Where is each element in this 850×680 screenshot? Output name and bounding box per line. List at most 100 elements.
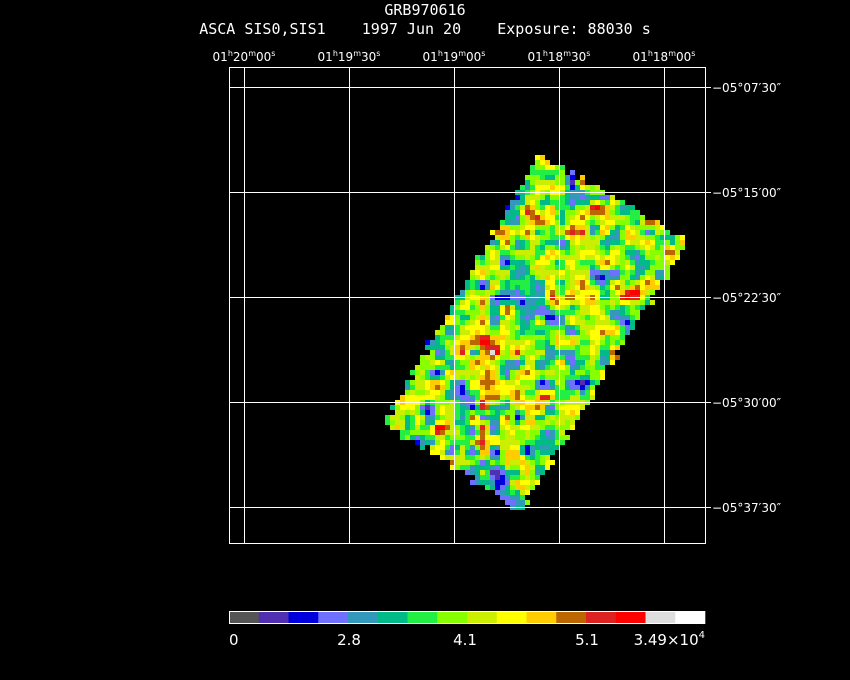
image-pixel bbox=[400, 435, 405, 440]
image-pixel bbox=[450, 390, 455, 395]
image-pixel bbox=[485, 480, 490, 485]
image-pixel bbox=[465, 440, 470, 445]
image-pixel bbox=[560, 390, 565, 395]
image-pixel bbox=[525, 445, 530, 450]
image-pixel bbox=[540, 205, 545, 210]
image-pixel bbox=[560, 330, 565, 335]
image-pixel bbox=[500, 320, 505, 325]
image-pixel bbox=[600, 365, 605, 370]
image-pixel bbox=[585, 205, 590, 210]
chart-subtitle: ASCA SIS0,SIS1 1997 Jun 20 Exposure: 880… bbox=[0, 20, 850, 38]
image-pixel bbox=[435, 405, 440, 410]
image-pixel bbox=[480, 265, 485, 270]
image-pixel bbox=[640, 230, 645, 235]
image-pixel bbox=[485, 330, 490, 335]
image-pixel bbox=[510, 220, 515, 225]
image-pixel bbox=[615, 325, 620, 330]
image-pixel bbox=[650, 290, 655, 295]
image-pixel bbox=[590, 320, 595, 325]
image-pixel bbox=[675, 255, 680, 260]
image-pixel bbox=[600, 315, 605, 320]
image-pixel bbox=[475, 325, 480, 330]
image-pixel bbox=[495, 355, 500, 360]
image-pixel bbox=[450, 365, 455, 370]
image-pixel bbox=[605, 330, 610, 335]
image-pixel bbox=[600, 240, 605, 245]
image-pixel bbox=[640, 255, 645, 260]
image-pixel bbox=[475, 405, 480, 410]
image-pixel bbox=[510, 495, 515, 500]
image-pixel bbox=[535, 450, 540, 455]
image-pixel bbox=[510, 350, 515, 355]
image-pixel bbox=[505, 395, 510, 400]
image-pixel bbox=[570, 410, 575, 415]
image-pixel bbox=[550, 335, 555, 340]
image-pixel bbox=[630, 315, 635, 320]
image-pixel bbox=[615, 205, 620, 210]
image-pixel bbox=[470, 320, 475, 325]
image-pixel bbox=[560, 280, 565, 285]
image-pixel bbox=[460, 290, 465, 295]
image-pixel bbox=[620, 330, 625, 335]
image-pixel bbox=[430, 420, 435, 425]
image-pixel bbox=[560, 260, 565, 265]
image-pixel bbox=[625, 310, 630, 315]
image-pixel bbox=[505, 255, 510, 260]
image-pixel bbox=[505, 285, 510, 290]
image-pixel bbox=[655, 225, 660, 230]
image-pixel bbox=[420, 355, 425, 360]
image-pixel bbox=[440, 420, 445, 425]
image-pixel bbox=[595, 260, 600, 265]
image-pixel bbox=[495, 455, 500, 460]
image-pixel bbox=[415, 435, 420, 440]
image-pixel bbox=[575, 345, 580, 350]
image-pixel bbox=[470, 300, 475, 305]
image-pixel bbox=[460, 310, 465, 315]
image-pixel bbox=[450, 345, 455, 350]
image-pixel bbox=[590, 195, 595, 200]
image-pixel bbox=[540, 395, 545, 400]
image-pixel bbox=[655, 260, 660, 265]
image-pixel bbox=[625, 245, 630, 250]
image-pixel bbox=[490, 360, 495, 365]
image-pixel bbox=[520, 415, 525, 420]
image-pixel bbox=[550, 390, 555, 395]
image-pixel bbox=[535, 415, 540, 420]
image-pixel bbox=[445, 430, 450, 435]
image-pixel bbox=[600, 335, 605, 340]
image-pixel bbox=[490, 285, 495, 290]
image-pixel bbox=[590, 360, 595, 365]
image-pixel bbox=[500, 475, 505, 480]
image-pixel bbox=[570, 360, 575, 365]
image-pixel bbox=[520, 485, 525, 490]
image-pixel bbox=[465, 305, 470, 310]
image-pixel bbox=[540, 285, 545, 290]
image-pixel bbox=[590, 210, 595, 215]
image-pixel bbox=[590, 260, 595, 265]
image-pixel bbox=[590, 240, 595, 245]
image-pixel bbox=[550, 280, 555, 285]
image-pixel bbox=[465, 325, 470, 330]
image-pixel bbox=[460, 455, 465, 460]
image-pixel bbox=[550, 320, 555, 325]
image-pixel bbox=[515, 280, 520, 285]
image-pixel bbox=[575, 385, 580, 390]
image-pixel bbox=[600, 375, 605, 380]
image-pixel bbox=[450, 360, 455, 365]
image-pixel bbox=[535, 320, 540, 325]
image-pixel bbox=[580, 365, 585, 370]
image-pixel bbox=[650, 245, 655, 250]
image-pixel bbox=[485, 360, 490, 365]
image-pixel bbox=[615, 255, 620, 260]
image-pixel bbox=[595, 375, 600, 380]
image-pixel bbox=[570, 380, 575, 385]
image-pixel bbox=[515, 360, 520, 365]
image-pixel bbox=[390, 415, 395, 420]
image-pixel bbox=[655, 240, 660, 245]
image-pixel bbox=[530, 430, 535, 435]
image-pixel bbox=[535, 465, 540, 470]
image-pixel bbox=[630, 230, 635, 235]
image-pixel bbox=[465, 355, 470, 360]
image-pixel bbox=[530, 340, 535, 345]
image-pixel bbox=[565, 225, 570, 230]
